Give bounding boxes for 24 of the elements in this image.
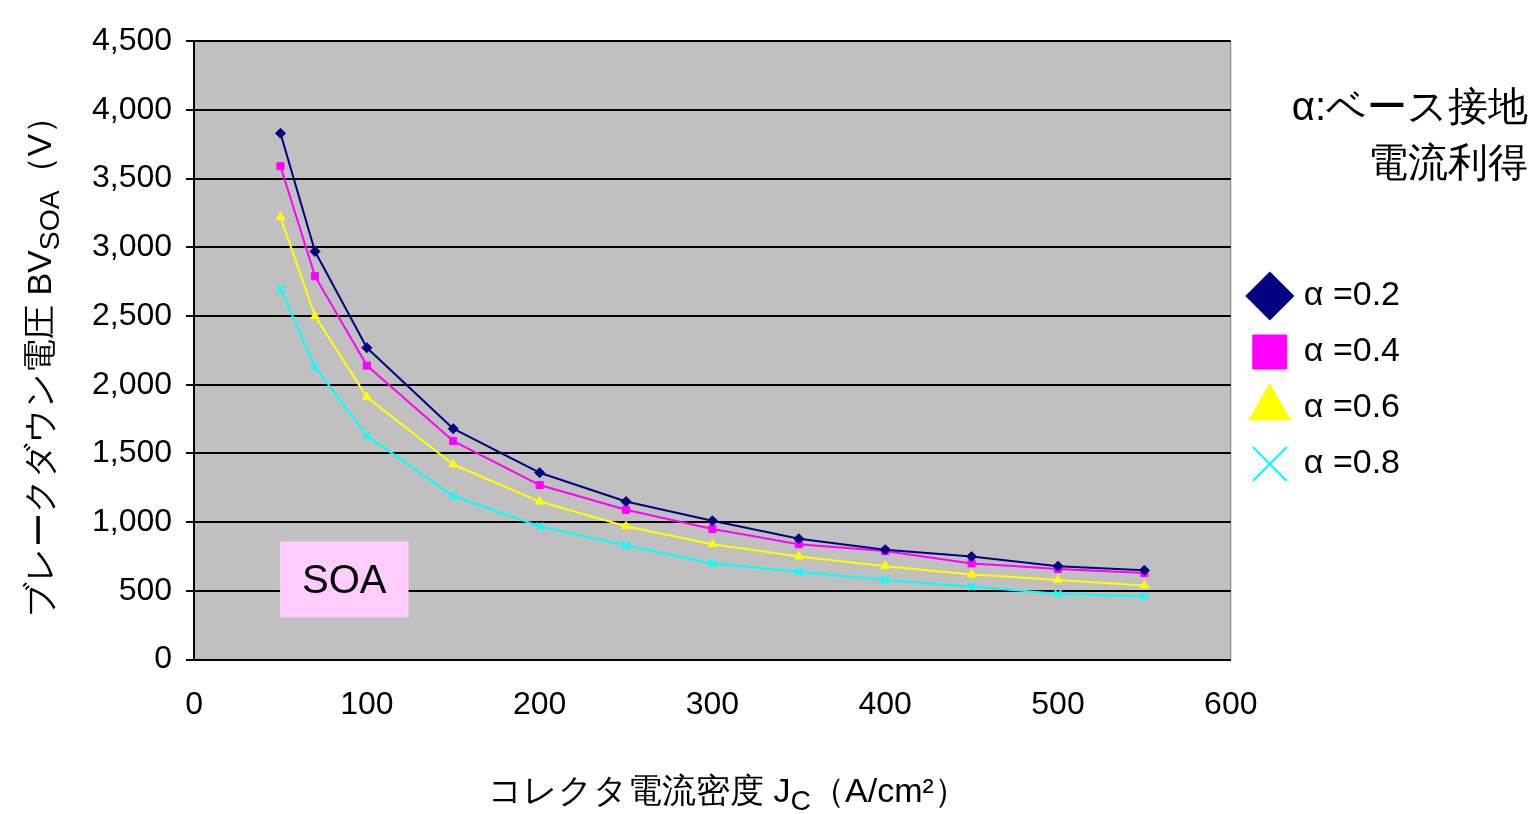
x-tick-label: 500 <box>1031 684 1085 721</box>
x-tick-label: 200 <box>512 684 567 721</box>
x-tick-label: 100 <box>340 684 394 721</box>
annotation: SOA <box>302 556 387 601</box>
y-tick-label: 500 <box>118 570 173 607</box>
x-tick-label: 300 <box>685 684 740 721</box>
legend-label: α =0.8 <box>1303 442 1401 481</box>
y-tick-label: 3,500 <box>92 158 173 195</box>
y-tick-label: 4,000 <box>92 89 173 126</box>
x-axis-title: コレクタ電流密度 J$_{C}$（A/cm²） <box>487 770 969 814</box>
y-tick-label: 2,000 <box>92 364 173 401</box>
y-tick-label: 1,000 <box>92 502 173 539</box>
x-tick-label: 600 <box>1204 684 1258 721</box>
y-tick-label: 2,500 <box>92 295 173 332</box>
legend-label: α =0.2 <box>1303 274 1401 313</box>
y-tick-label: 0 <box>154 639 173 676</box>
legend-title: α:ベース接地電流利得 <box>1260 78 1528 190</box>
y-tick-label: 1,500 <box>92 433 173 470</box>
y-tick-label: 4,500 <box>92 21 173 58</box>
legend-label: α =0.6 <box>1303 386 1401 425</box>
legend-label: α =0.4 <box>1303 330 1401 369</box>
y-tick-label: 3,000 <box>92 227 173 264</box>
x-tick-label: 400 <box>858 684 912 721</box>
x-tick-label: 0 <box>185 684 203 721</box>
